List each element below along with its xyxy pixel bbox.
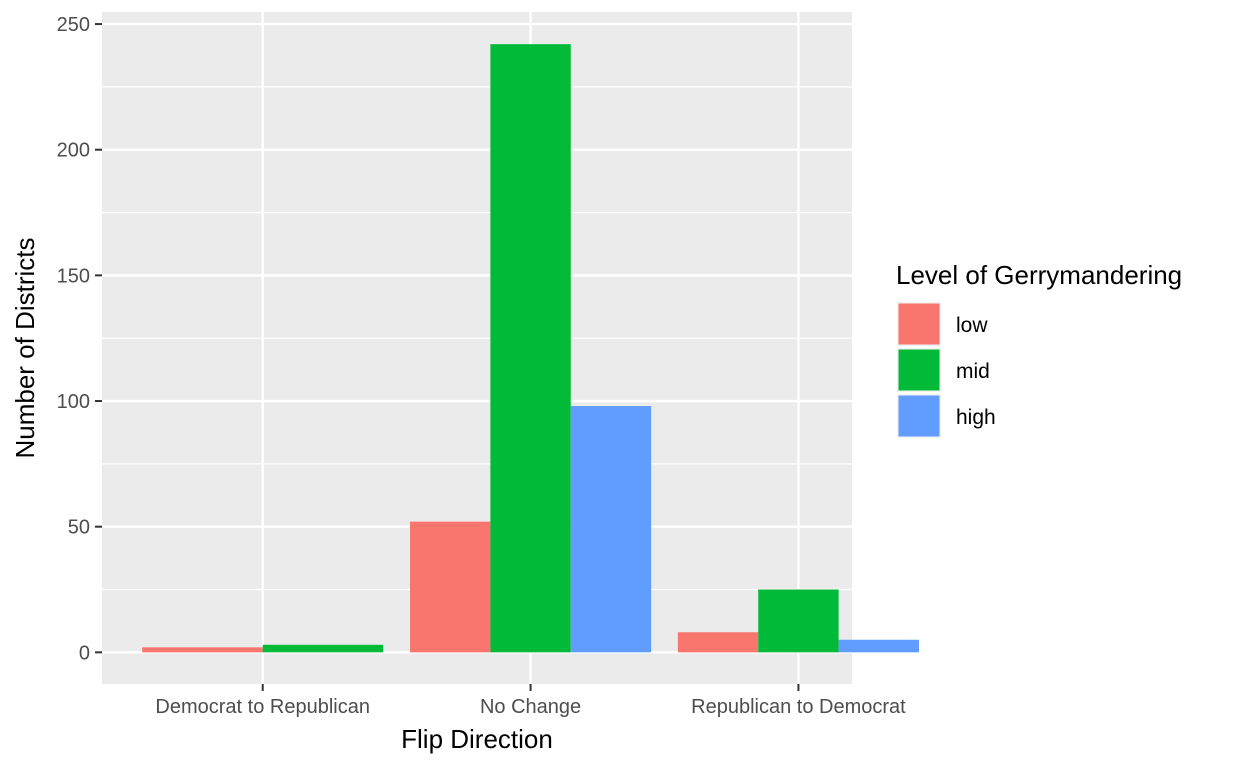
y-tick-label: 50 <box>68 517 90 539</box>
bar-low <box>677 632 759 653</box>
x-tick-label: No Change <box>480 696 581 718</box>
y-tick-label: 150 <box>57 265 90 287</box>
bars <box>142 44 919 653</box>
legend-swatch-high <box>898 395 940 437</box>
bar-high <box>838 639 919 653</box>
legend-title: Level of Gerrymandering <box>896 260 1182 290</box>
legend-label-low: low <box>956 314 988 337</box>
legend-swatch-low <box>898 303 940 345</box>
x-axis: Democrat to Republican No Change Republica… <box>155 684 906 718</box>
y-tick-label: 100 <box>57 391 90 413</box>
bar-low <box>142 647 263 653</box>
x-tick-label: Republican to Democrat <box>691 696 906 718</box>
legend-label-mid: mid <box>956 360 990 383</box>
y-tick-label: 250 <box>57 14 90 36</box>
y-tick-label: 200 <box>57 140 90 162</box>
bar-mid <box>490 44 571 653</box>
x-axis-title: Flip Direction <box>401 724 553 754</box>
y-axis: 0 50 100 150 200 250 <box>57 14 102 664</box>
y-axis-title: Number of Districts <box>10 237 40 458</box>
bar-mid <box>758 589 839 653</box>
bar-mid <box>262 644 384 653</box>
major-gridlines <box>102 12 852 684</box>
legend-swatch-mid <box>898 349 940 391</box>
minor-gridlines <box>102 86 852 591</box>
y-tick-label: 0 <box>79 642 90 664</box>
x-tick-label: Democrat to Republican <box>155 696 370 718</box>
legend-label-high: high <box>956 406 996 429</box>
bar-high <box>570 406 652 653</box>
legend: Level of Gerrymandering low mid high <box>896 260 1182 438</box>
bar-low <box>410 521 491 653</box>
